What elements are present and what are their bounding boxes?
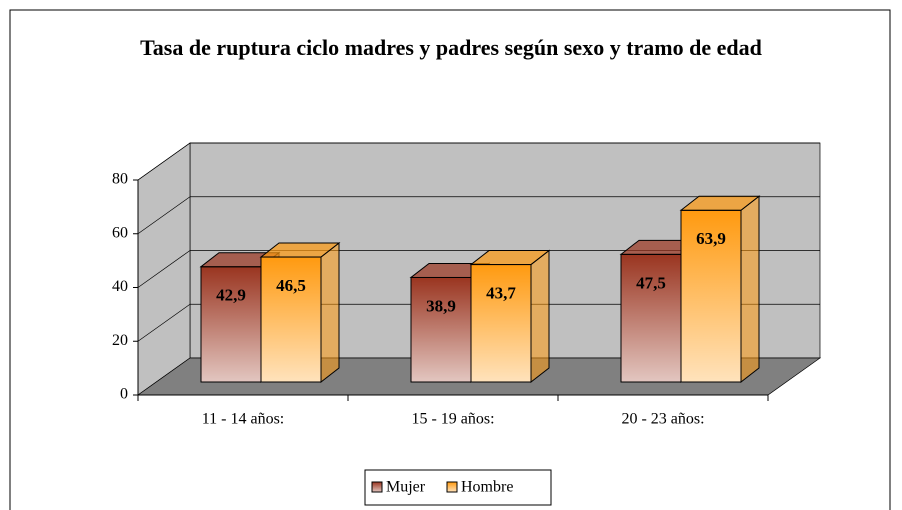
bar-side [530, 249, 550, 384]
y-tick-label: 40 [112, 278, 128, 295]
legend-label: Mujer [386, 479, 426, 496]
chart-title: Tasa de ruptura ciclo madres y padres se… [140, 35, 762, 60]
grid-line [137, 142, 191, 181]
grid-line [137, 303, 191, 342]
x-tick-label: 15 - 19 años: [411, 411, 494, 428]
grid-line [137, 196, 191, 235]
bar-top [679, 195, 761, 211]
bar-shade [200, 266, 262, 383]
y-tick-label: 60 [112, 224, 128, 241]
value-label: 46,5 [276, 276, 306, 295]
y-tick-label: 20 [112, 332, 128, 349]
bar-top [259, 242, 341, 258]
y-tick-label: 80 [112, 171, 128, 188]
bar-shade [620, 253, 682, 383]
bar-shade [260, 256, 322, 383]
x-tick-label: 20 - 23 años: [621, 411, 704, 428]
value-label: 42,9 [216, 286, 246, 305]
legend-swatch-shade [371, 481, 383, 493]
legend-box [364, 469, 552, 506]
bar-side [320, 242, 340, 384]
value-label: 63,9 [696, 229, 726, 248]
value-label: 47,5 [636, 273, 666, 292]
legend-swatch-shade [446, 481, 458, 493]
bar-shade [410, 276, 472, 383]
value-label: 43,7 [486, 283, 516, 302]
bar-top [469, 250, 551, 266]
y-tick-label: 0 [120, 386, 128, 403]
bar-shade [470, 264, 532, 383]
legend-label: Hombre [461, 479, 513, 496]
x-tick-label: 11 - 14 años: [202, 411, 285, 428]
grid-line [137, 250, 191, 288]
value-label: 38,9 [426, 296, 456, 315]
bar-side [740, 195, 760, 384]
